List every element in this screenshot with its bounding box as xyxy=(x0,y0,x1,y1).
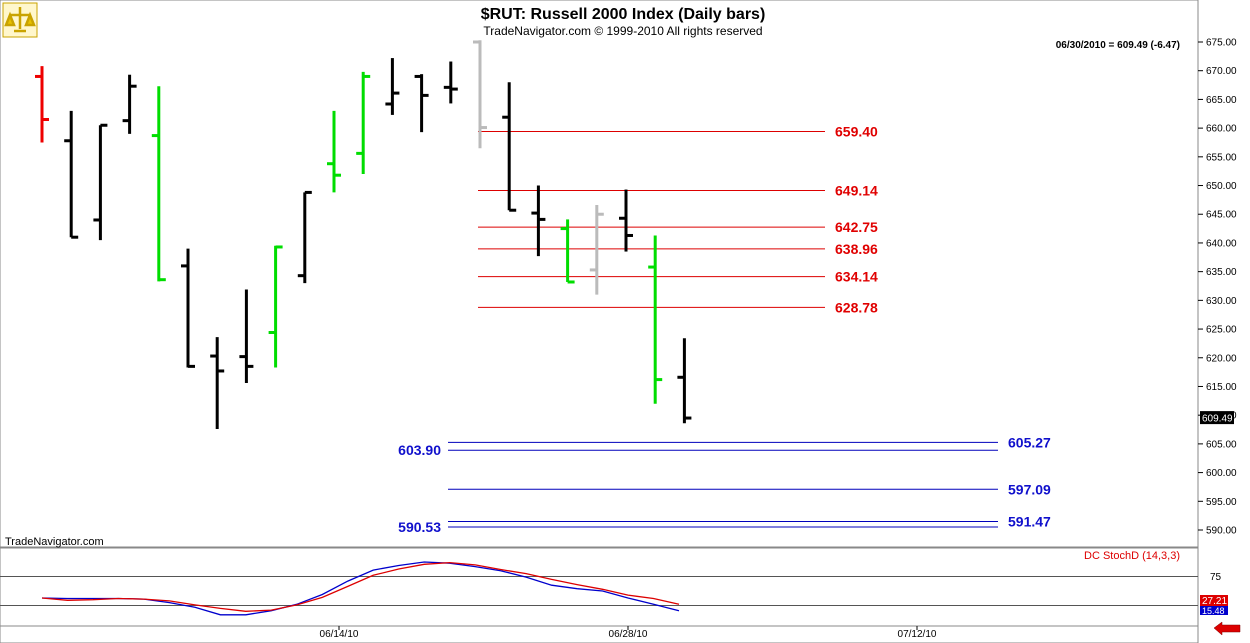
support-label: 603.90 xyxy=(398,442,441,458)
copyright-text: TradeNavigator.com © 1999-2010 All right… xyxy=(483,24,762,38)
resistance-label: 659.40 xyxy=(835,124,878,140)
x-axis-area xyxy=(0,626,1198,643)
support-label: 590.53 xyxy=(398,519,441,535)
y-tick-label: 665.00 xyxy=(1206,95,1237,106)
resistance-label: 638.96 xyxy=(835,241,878,257)
x-tick-label: 06/14/10 xyxy=(320,629,359,640)
trade-navigator-logo-icon[interactable] xyxy=(3,3,37,37)
stoch-panel xyxy=(0,548,1198,626)
y-tick-label: 590.00 xyxy=(1206,526,1237,537)
y-tick-label: 625.00 xyxy=(1206,325,1237,336)
y-tick-label: 595.00 xyxy=(1206,497,1237,508)
support-label: 605.27 xyxy=(1008,434,1051,450)
y-tick-label: 605.00 xyxy=(1206,439,1237,450)
y-tick-label: 660.00 xyxy=(1206,124,1237,135)
y-tick-label: 655.00 xyxy=(1206,152,1237,163)
y-tick-label: 600.00 xyxy=(1206,468,1237,479)
y-tick-label: 615.00 xyxy=(1206,382,1237,393)
y-tick-label: 620.00 xyxy=(1206,353,1237,364)
y-tick-label: 630.00 xyxy=(1206,296,1237,307)
price-panel xyxy=(0,0,1198,547)
resistance-label: 628.78 xyxy=(835,299,878,315)
chart-title: $RUT: Russell 2000 Index (Daily bars) xyxy=(481,6,766,23)
resistance-label: 642.75 xyxy=(835,219,878,235)
last-quote: 06/30/2010 = 609.49 (-6.47) xyxy=(1056,40,1180,51)
x-tick-label: 06/28/10 xyxy=(609,629,648,640)
support-label: 591.47 xyxy=(1008,514,1051,530)
y-tick-label: 635.00 xyxy=(1206,267,1237,278)
last-price-label: 609.49 xyxy=(1202,414,1233,425)
watermark: TradeNavigator.com xyxy=(5,536,104,548)
resistance-label: 634.14 xyxy=(835,269,878,285)
y-tick-label: 645.00 xyxy=(1206,210,1237,221)
x-tick-label: 07/12/10 xyxy=(898,629,937,640)
stoch-y-tick-label: 75 xyxy=(1210,572,1222,583)
y-tick-label: 650.00 xyxy=(1206,181,1237,192)
support-label: 597.09 xyxy=(1008,481,1051,497)
y-tick-label: 670.00 xyxy=(1206,66,1237,77)
stoch-k-value: 15.48 xyxy=(1202,606,1225,616)
y-tick-label: 675.00 xyxy=(1206,38,1237,49)
resistance-label: 649.14 xyxy=(835,182,878,198)
stoch-title: DC StochD (14,3,3) xyxy=(1084,550,1180,562)
y-tick-label: 640.00 xyxy=(1206,238,1237,249)
